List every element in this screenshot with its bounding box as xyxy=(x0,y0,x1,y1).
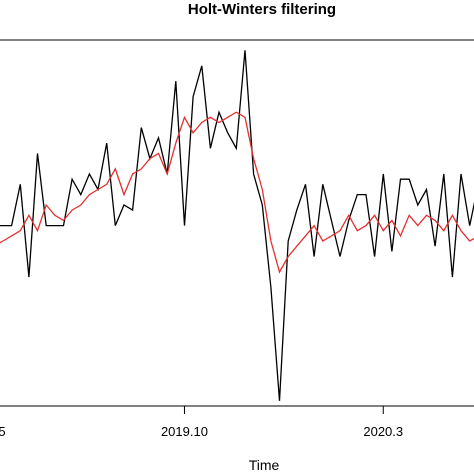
x-tick-label-1: 2019.5 xyxy=(0,424,6,439)
x-axis-label: Time xyxy=(249,457,280,473)
x-tick-label-3: 2020.3 xyxy=(363,424,403,439)
plot-frame xyxy=(0,39,474,407)
series-line-2 xyxy=(0,111,474,274)
series-line-1 xyxy=(0,50,474,401)
series-layer xyxy=(0,50,474,401)
x-axis: 2019.5 2019.10 2020.3 xyxy=(0,406,403,439)
chart-title: Holt-Winters filtering xyxy=(188,1,336,18)
x-tick-label-2: 2019.10 xyxy=(161,424,208,439)
